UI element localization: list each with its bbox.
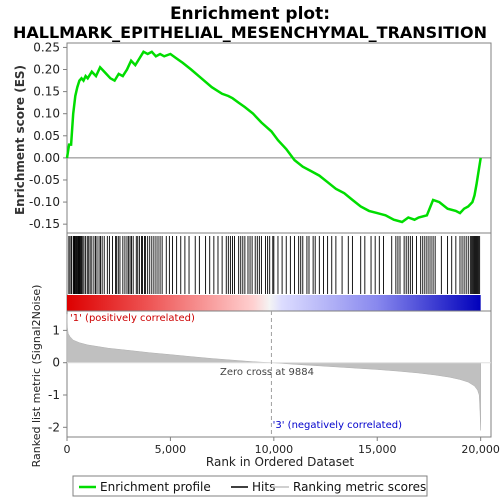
es-panel-frame bbox=[66, 42, 492, 234]
legend-enrichment-label: Enrichment profile bbox=[100, 480, 211, 494]
x-tick-label: 15,000 bbox=[358, 443, 397, 456]
es-y-tick-label: 0.10 bbox=[33, 107, 60, 121]
metric-y-tick-label: -1 bbox=[48, 388, 60, 402]
negative-correlation-label: '3' (negatively correlated) bbox=[273, 420, 402, 431]
legend-box bbox=[72, 475, 428, 497]
ranking-metric-area bbox=[66, 314, 481, 431]
es-profile-line bbox=[65, 50, 482, 224]
zero-cross-label: Zero cross at 9884 bbox=[220, 367, 314, 378]
es-y-tick-label: 0.05 bbox=[33, 129, 60, 143]
es-y-axis: -0.15 -0.10 -0.05 0.00 0.05 0.10 0.15 0.20 0.25 bbox=[29, 40, 67, 231]
legend-metric-label: Ranking metric scores bbox=[293, 480, 426, 494]
chart-title-line1: Enrichment plot: bbox=[170, 4, 330, 24]
metric-y-axis: -2 -1 0 1 bbox=[48, 323, 67, 434]
chart-title-line2: HALLMARK_EPITHELIAL_MESENCHYMAL_TRANSITI… bbox=[13, 23, 487, 42]
metric-y-tick-label: 1 bbox=[52, 323, 60, 337]
x-axis-label: Rank in Ordered Dataset bbox=[206, 455, 354, 469]
x-tick-label: 5,000 bbox=[155, 443, 187, 456]
legend-hits-label: Hits bbox=[252, 480, 275, 494]
es-y-tick-label: -0.10 bbox=[29, 195, 60, 209]
x-tick-label: 0 bbox=[64, 443, 71, 456]
hit-marks bbox=[68, 236, 481, 294]
metric-panel-frame bbox=[66, 310, 492, 438]
metric-y-tick-label: 0 bbox=[52, 356, 60, 370]
ranking-heatmap-bar bbox=[67, 295, 481, 311]
es-y-axis-label: Enrichment score (ES) bbox=[13, 65, 27, 215]
x-axis: 0 5,000 10,000 15,000 20,000 bbox=[64, 437, 500, 456]
es-y-tick-label: -0.05 bbox=[29, 173, 60, 187]
metric-y-axis-label: Ranked list metric (Signal2Noise) bbox=[30, 285, 43, 468]
metric-y-tick-label: -2 bbox=[48, 420, 60, 434]
x-tick-label: 20,000 bbox=[461, 443, 500, 456]
es-y-tick-label: 0.25 bbox=[33, 40, 60, 54]
es-y-tick-label: 0.20 bbox=[33, 63, 60, 77]
es-y-tick-label: 0.00 bbox=[33, 151, 60, 165]
positive-correlation-label: '1' (positively correlated) bbox=[70, 313, 195, 324]
es-y-tick-label: -0.15 bbox=[29, 217, 60, 231]
es-y-tick-label: 0.15 bbox=[33, 85, 60, 99]
x-tick-label: 10,000 bbox=[255, 443, 294, 456]
